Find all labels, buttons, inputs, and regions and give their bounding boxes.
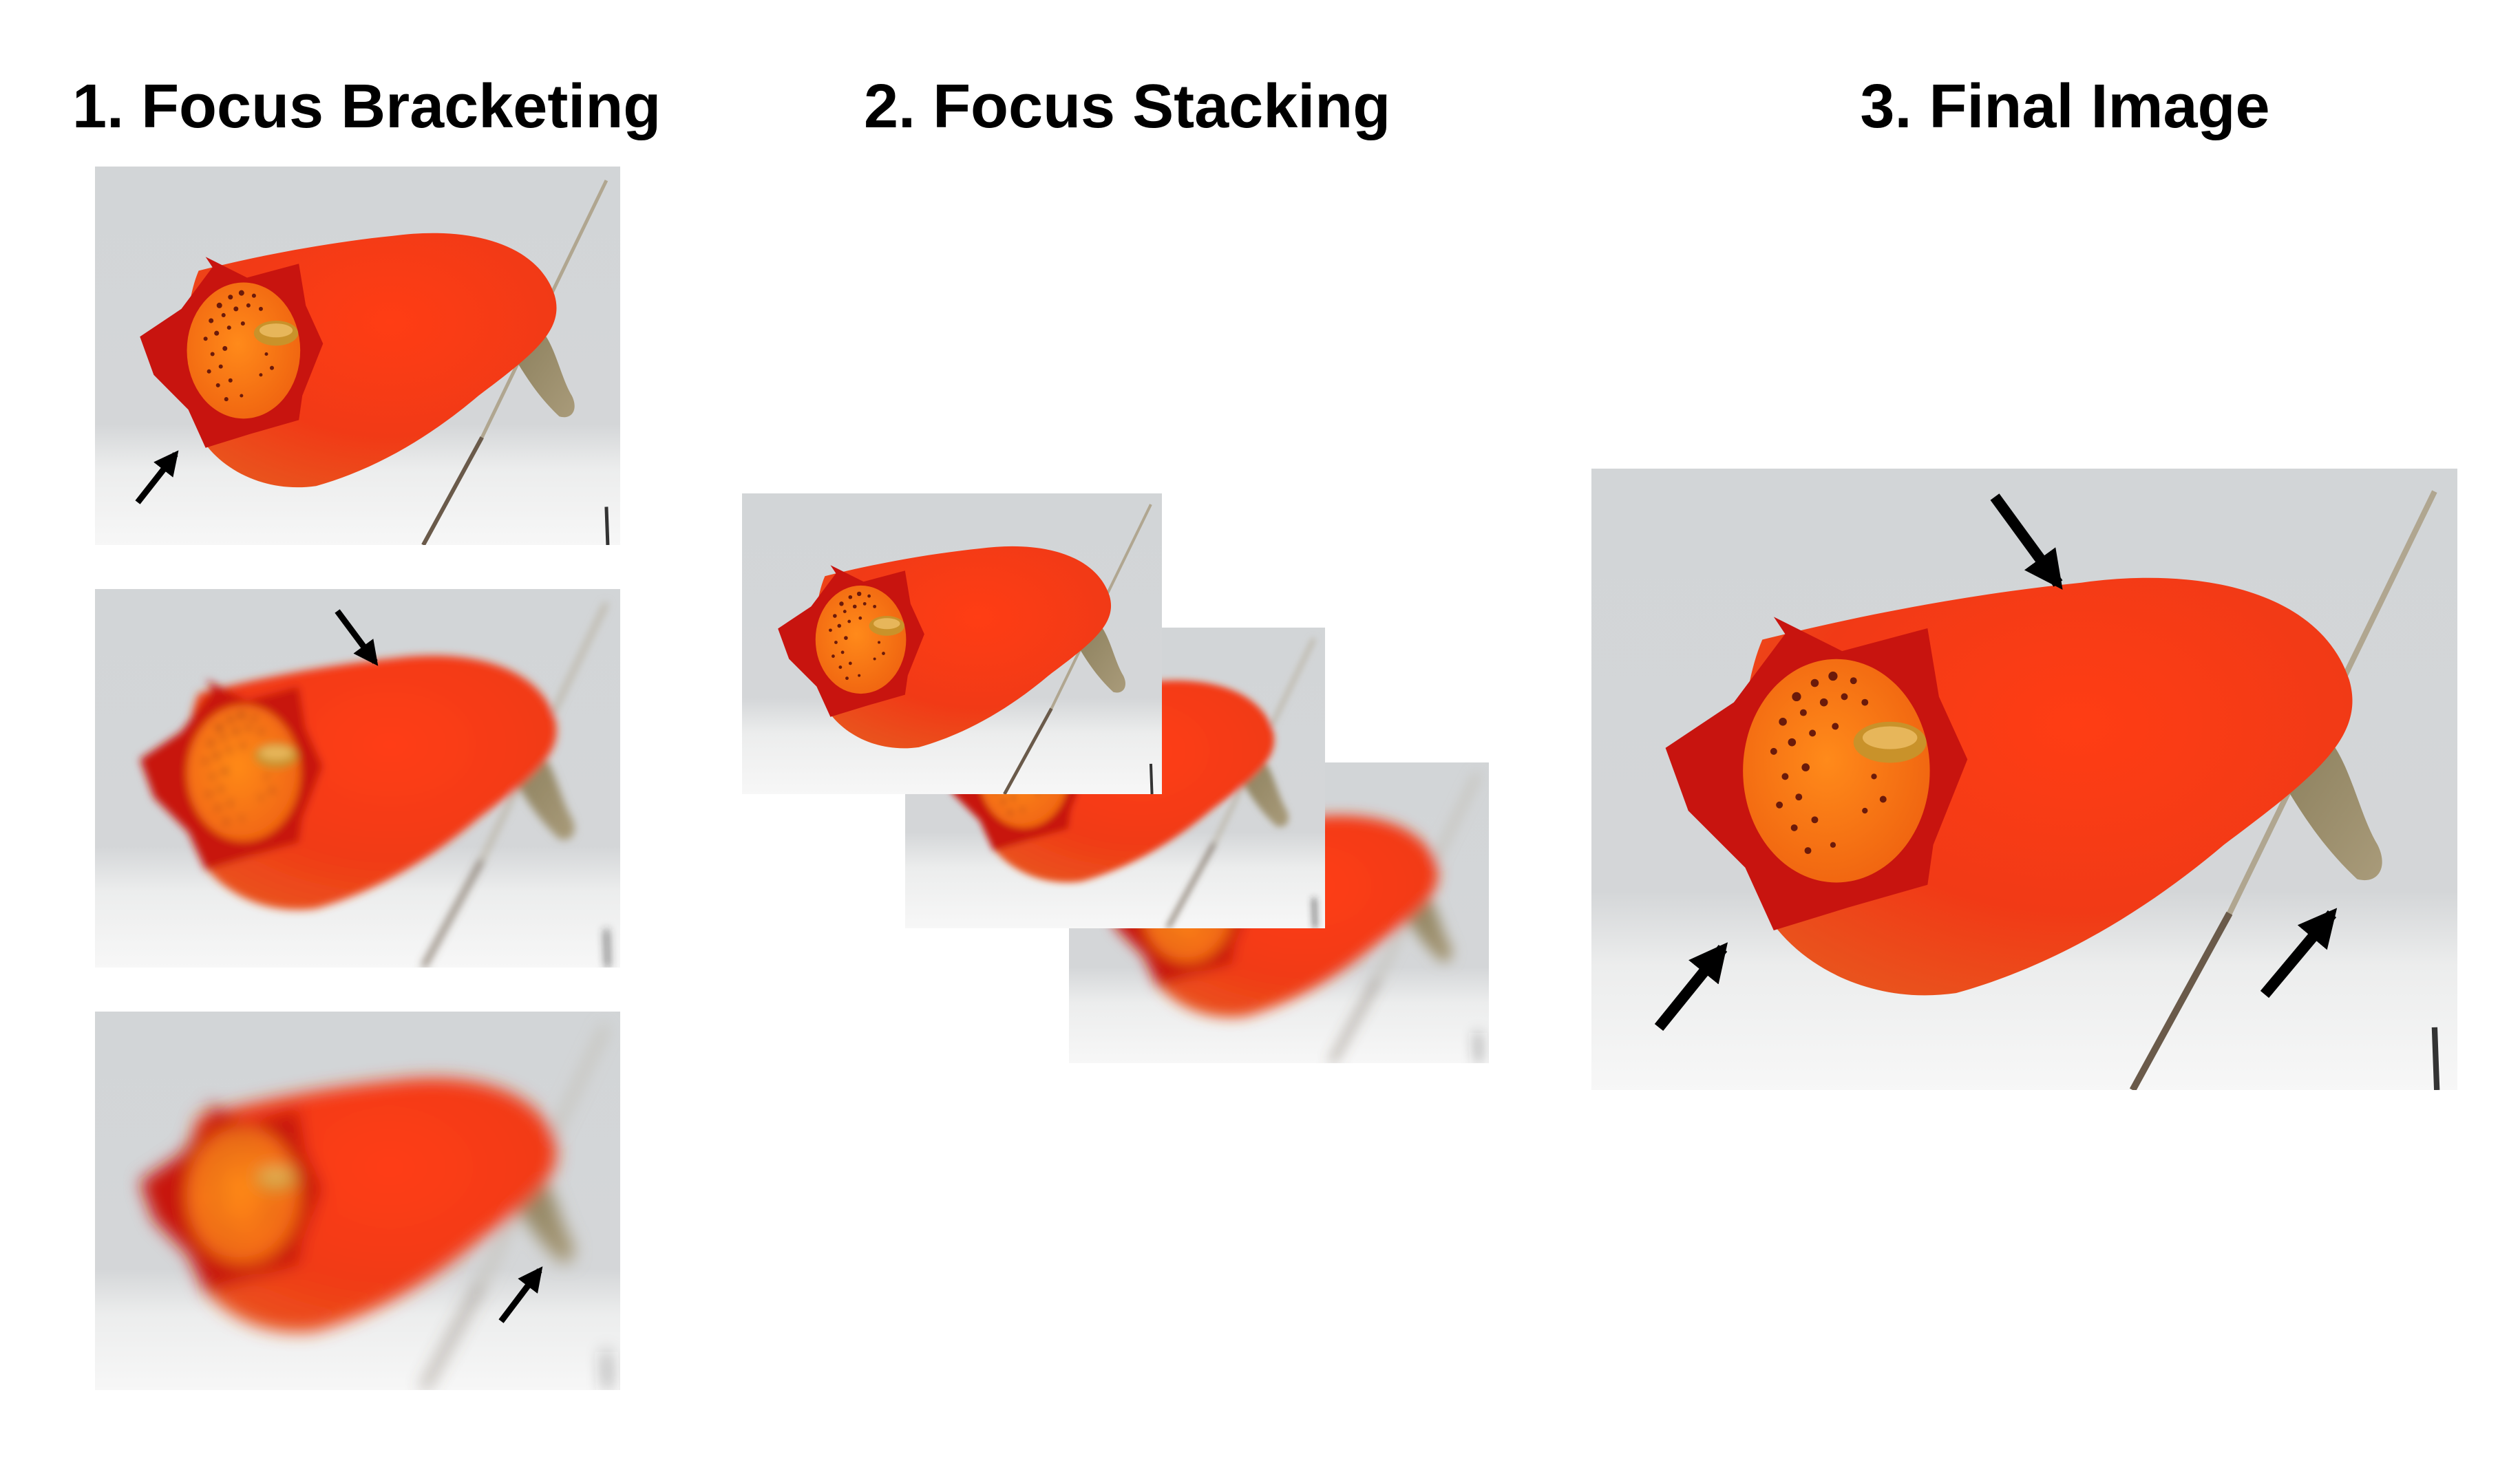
step-3-title: 3. Final Image (1860, 72, 2270, 141)
arrow-icon (498, 1266, 543, 1323)
arrow-icon (135, 450, 179, 504)
bracket-photo-1 (95, 167, 620, 545)
bracket-photo-3 (95, 1012, 620, 1390)
step-1-title: 1. Focus Bracketing (72, 72, 661, 141)
arrow-icon (2260, 908, 2338, 999)
arrow-icon (1654, 942, 1728, 1032)
stack-photo-1 (742, 493, 1162, 794)
arrow-icon (335, 609, 379, 666)
arrow-icon (1990, 493, 2063, 590)
step-2-title: 2. Focus Stacking (864, 72, 1391, 141)
